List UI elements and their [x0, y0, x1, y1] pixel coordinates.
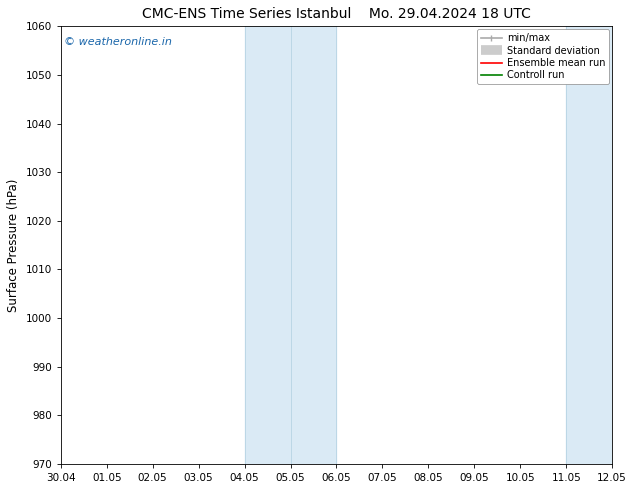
Text: © weatheronline.in: © weatheronline.in [63, 37, 171, 47]
Bar [245, 26, 337, 464]
Y-axis label: Surface Pressure (hPa): Surface Pressure (hPa) [7, 178, 20, 312]
Bar [566, 26, 634, 464]
Legend: min/max, Standard deviation, Ensemble mean run, Controll run: min/max, Standard deviation, Ensemble me… [477, 29, 609, 84]
Title: CMC-ENS Time Series Istanbul    Mo. 29.04.2024 18 UTC: CMC-ENS Time Series Istanbul Mo. 29.04.2… [142, 7, 531, 21]
